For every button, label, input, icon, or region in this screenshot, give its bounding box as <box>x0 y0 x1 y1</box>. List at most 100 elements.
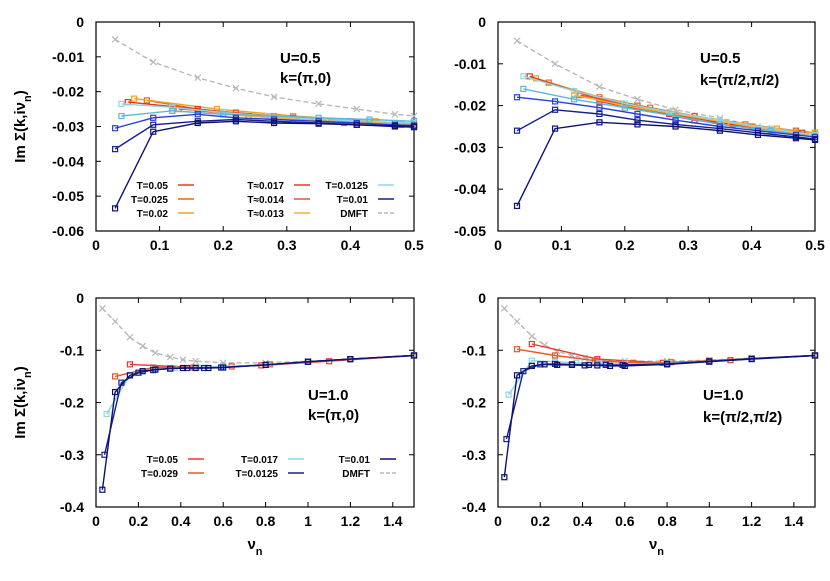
data-point <box>792 135 800 142</box>
data-point <box>149 58 157 66</box>
data-point <box>716 117 724 124</box>
series-line <box>114 38 415 117</box>
panel-3: 0 0.2 0.4 0.6 0.8 1 1.2 1.4 0 -0.1 -0.2 -0.3 -0.4 Im … <box>12 290 418 558</box>
x-tick-label: 1.4 <box>383 513 403 529</box>
series-line <box>523 88 816 138</box>
y-tick-label: -0.3 <box>462 447 486 463</box>
y-tick-label: -0.4 <box>60 499 84 515</box>
data-point <box>315 120 322 127</box>
data-point <box>532 75 540 82</box>
y-tick-label: -0.2 <box>462 395 486 411</box>
data-point <box>194 111 201 118</box>
data-point <box>551 106 559 113</box>
y-tick-label: -0.04 <box>52 153 84 169</box>
data-point <box>194 119 201 127</box>
data-point <box>391 110 399 118</box>
data-point <box>118 112 125 120</box>
data-point <box>410 352 418 359</box>
data-point <box>501 474 508 481</box>
series-line <box>505 354 816 440</box>
panel-annotation: U=1.0 <box>308 387 348 404</box>
data-point <box>513 94 521 101</box>
legend-label: T=0.01 <box>339 455 371 466</box>
legend-label: T=0.0125 <box>235 469 278 480</box>
y-tick-label: -0.4 <box>462 499 486 515</box>
data-point <box>672 112 679 120</box>
data-point <box>179 364 187 372</box>
y-tick-label: -0.01 <box>52 49 84 65</box>
data-point <box>270 93 278 101</box>
x-axis-label: νn <box>247 536 262 558</box>
series-line <box>114 113 415 129</box>
legend-label: DMFT <box>342 469 370 480</box>
series-group <box>111 35 418 212</box>
data-point <box>621 362 628 370</box>
data-point <box>304 358 312 365</box>
panel-annotation: k=(π,0) <box>280 70 331 87</box>
data-point <box>551 98 559 105</box>
legend-label: T=0.05 <box>137 181 169 192</box>
plot-frame <box>497 21 816 232</box>
x-tick-label: 1 <box>304 513 312 529</box>
y-tick-label: -0.2 <box>60 395 84 411</box>
data-point <box>570 87 578 95</box>
data-point <box>513 318 521 325</box>
data-point <box>513 372 521 379</box>
data-point <box>594 362 601 369</box>
data-point <box>111 146 119 153</box>
panel-1: 0 0.1 0.2 0.3 0.4 0.5 0 -0.01 -0.02 -0.03 -0.04 -0.… <box>12 14 424 253</box>
data-point <box>767 127 774 134</box>
data-point <box>232 118 240 125</box>
series-line <box>516 96 816 138</box>
data-point <box>634 95 641 103</box>
data-point <box>672 117 679 124</box>
data-point <box>111 35 119 43</box>
x-tick-label: 0 <box>92 513 100 529</box>
legend-label: T≈0.013 <box>247 209 284 220</box>
data-point <box>634 110 641 118</box>
data-point <box>570 92 578 99</box>
data-point <box>205 364 212 372</box>
data-point <box>410 112 418 120</box>
data-point <box>194 74 202 82</box>
data-point <box>150 128 157 135</box>
data-point <box>716 127 724 134</box>
series-line <box>101 307 415 364</box>
data-point <box>126 372 134 379</box>
x-tick-label: 0.3 <box>277 237 297 253</box>
x-tick-label: 0.2 <box>213 237 233 253</box>
x-tick-label: 0.1 <box>150 237 170 253</box>
y-tick-label: -0.04 <box>454 181 486 197</box>
y-tick-label: -0.06 <box>52 223 84 239</box>
legend-label: T=0.02 <box>137 209 169 220</box>
panel-annotation: k=(π/2,π/2) <box>700 72 779 89</box>
data-point <box>391 122 399 129</box>
data-point <box>551 352 559 359</box>
data-point <box>634 117 641 124</box>
x-tick-label: 0.3 <box>678 237 698 253</box>
data-point <box>811 136 819 143</box>
data-point <box>520 73 527 80</box>
data-point <box>596 83 603 91</box>
legend-label: T=0.025 <box>131 195 168 206</box>
y-tick-label: -0.3 <box>60 447 84 463</box>
data-point <box>118 100 125 107</box>
data-point <box>366 116 373 123</box>
data-point <box>262 361 269 368</box>
series-group <box>500 305 819 481</box>
legend-label: T=0.017 <box>241 455 278 466</box>
x-tick-label: 1.2 <box>341 513 361 529</box>
data-point <box>152 366 159 373</box>
legend-label: T≈0.014 <box>247 195 284 206</box>
data-point <box>811 352 819 359</box>
data-point <box>706 358 713 365</box>
x-tick-label: 0.2 <box>531 513 551 529</box>
data-point <box>315 100 323 108</box>
data-point <box>520 368 527 375</box>
data-point <box>596 110 603 118</box>
x-tick-label: 1.4 <box>784 513 804 529</box>
legend-label: DMFT <box>340 209 368 220</box>
legend-label: T=0.0125 <box>325 181 368 192</box>
data-point <box>347 356 354 363</box>
